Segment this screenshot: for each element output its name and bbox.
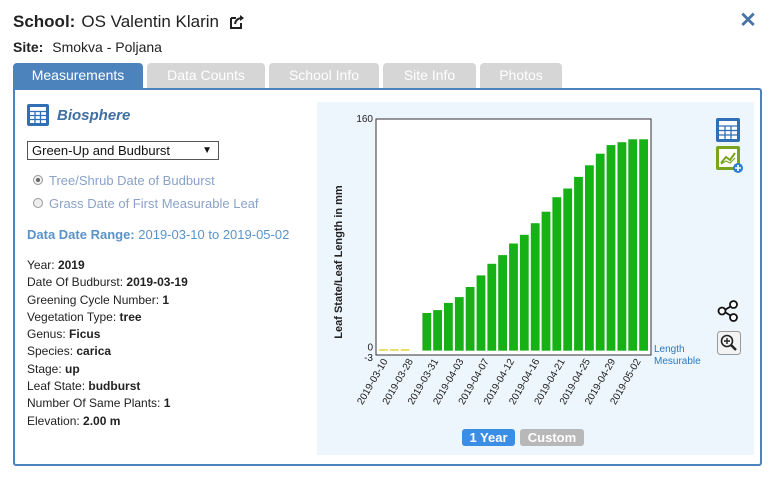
chart-bar[interactable]	[552, 197, 562, 351]
measurements-panel: Biosphere Green-Up and Budburst ▼ Tree/S…	[13, 88, 762, 466]
caret-down-icon: ▼	[202, 145, 212, 156]
y-tick-label: 0	[367, 343, 373, 354]
chart-bar[interactable]	[639, 139, 648, 351]
detail-elevation: Elevation: 2.00 m	[27, 413, 121, 428]
tab-site-info[interactable]: Site Info	[383, 63, 476, 88]
school-line: School: OS Valentin Klarin	[13, 10, 246, 34]
chart-bar[interactable]	[433, 310, 442, 351]
chart-bar[interactable]	[389, 349, 399, 351]
chart-bar[interactable]	[617, 142, 627, 351]
radio-grass-label: Grass Date of First Measurable Leaf	[49, 195, 259, 211]
tab-data-counts[interactable]: Data Counts	[147, 63, 265, 88]
detail-stage: Stage: up	[27, 361, 80, 376]
zoom-in-icon[interactable]	[717, 331, 741, 355]
protocol-name: Biosphere	[57, 106, 131, 124]
chart-bar[interactable]	[509, 243, 518, 351]
radio-selected-icon[interactable]	[33, 175, 43, 185]
chart-bar[interactable]	[476, 275, 486, 351]
close-icon[interactable]: ✕	[739, 9, 757, 32]
y-axis-label: Leaf State/Leaf Length in mm	[333, 185, 345, 339]
table-icon	[27, 104, 49, 126]
tab-photos[interactable]: Photos	[480, 63, 562, 88]
detail-vegetation-type: Vegetation Type: tree	[27, 309, 142, 324]
detail-species: Species: carica	[27, 344, 112, 359]
one-year-button[interactable]: 1 Year	[462, 429, 515, 446]
y-tick-label: -3	[364, 353, 373, 364]
y-tick-label: 160	[356, 114, 373, 125]
share-icon[interactable]	[717, 300, 739, 322]
data-date-range: Data Date Range: 2019-03-10 to 2019-05-0…	[27, 227, 307, 242]
add-chart-icon[interactable]	[716, 146, 744, 174]
radio-grass-leaf[interactable]: Grass Date of First Measurable Leaf	[33, 195, 307, 211]
site-name: Smokva - Poljana	[52, 39, 162, 55]
site-line: Site: Smokva - Poljana	[13, 39, 246, 55]
chart-bar[interactable]	[379, 349, 388, 351]
chart-bar[interactable]	[530, 223, 540, 351]
detail-leaf-state: Leaf State: budburst	[27, 379, 141, 394]
external-link-icon[interactable]	[228, 13, 246, 31]
dropdown-value: Green-Up and Budburst	[32, 143, 171, 158]
tab-measurements[interactable]: Measurements	[13, 63, 143, 88]
legend-line-2: Mesurable	[654, 356, 701, 367]
chart-bar[interactable]	[454, 297, 464, 351]
detail-year: Year: 2019	[27, 258, 85, 272]
chart-bar[interactable]	[400, 349, 410, 351]
chart-bar[interactable]	[563, 188, 573, 351]
chart-bar[interactable]	[498, 255, 507, 351]
detail-genus: Genus: Ficus	[27, 327, 101, 342]
chart-bar[interactable]	[595, 153, 605, 351]
detail-same-plants: Number Of Same Plants: 1	[27, 396, 171, 411]
radio-tree-label: Tree/Shrub Date of Budburst	[49, 172, 215, 188]
site-label: Site:	[13, 39, 44, 55]
popup-header: School: OS Valentin Klarin Site: Smokva …	[13, 10, 246, 55]
school-label: School:	[13, 12, 76, 31]
chart-bar[interactable]	[585, 165, 594, 351]
chart-bar[interactable]	[465, 287, 475, 351]
detail-greening-cycle: Greening Cycle Number: 1	[27, 292, 170, 307]
table-view-icon[interactable]	[716, 118, 740, 142]
chart-bar[interactable]	[422, 313, 432, 351]
tab-bar: Measurements Data Counts School Info Sit…	[13, 63, 562, 88]
detail-budburst-date: Date Of Budburst: 2019-03-19	[27, 275, 188, 290]
protocol-title: Biosphere	[27, 104, 307, 126]
radio-unselected-icon[interactable]	[33, 198, 43, 208]
range-label: Data Date Range:	[27, 227, 135, 242]
measurement-options: Biosphere Green-Up and Budburst ▼ Tree/S…	[27, 104, 307, 430]
chart-bar[interactable]	[444, 302, 453, 351]
custom-range-button[interactable]: Custom	[520, 429, 584, 446]
chart-bar[interactable]	[487, 263, 497, 351]
tab-school-info[interactable]: School Info	[269, 63, 379, 88]
legend-line-1: Length	[654, 344, 685, 355]
chart-area: Leaf State/Leaf Length in mm 160 0 -3 2019…	[317, 102, 754, 455]
school-name: OS Valentin Klarin	[81, 12, 219, 31]
chart-bar[interactable]	[606, 145, 616, 351]
chart-bar[interactable]	[541, 211, 551, 351]
chart-bar[interactable]	[519, 234, 529, 351]
chart-bar[interactable]	[628, 139, 638, 351]
range-value: 2019-03-10 to 2019-05-02	[138, 227, 290, 242]
protocol-dropdown[interactable]: Green-Up and Budburst ▼	[27, 141, 219, 160]
measurement-details: Year: 2019 Date Of Budburst: 2019-03-19 …	[27, 257, 307, 430]
radio-tree-budburst[interactable]: Tree/Shrub Date of Budburst	[33, 172, 307, 188]
chart-bar[interactable]	[574, 176, 583, 351]
